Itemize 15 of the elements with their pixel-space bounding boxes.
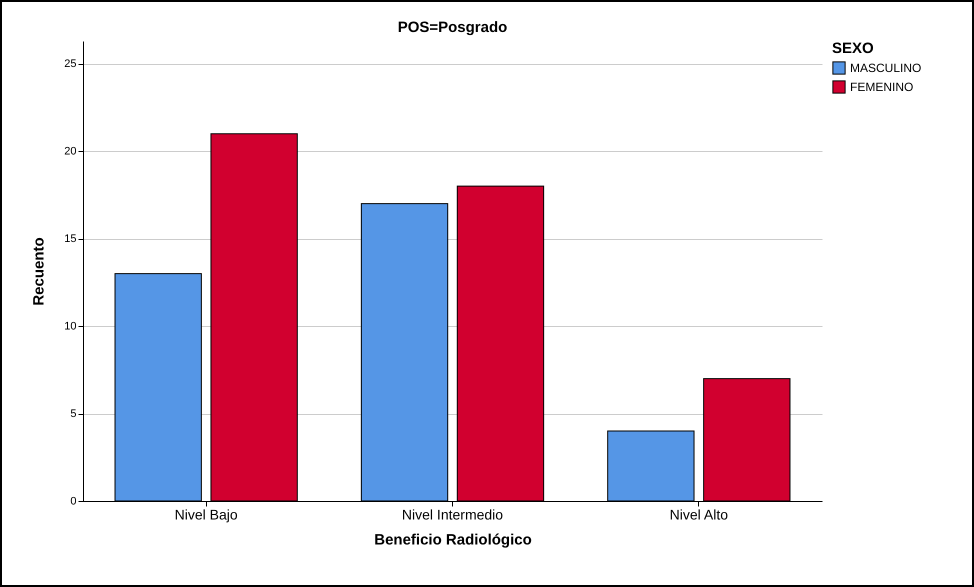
y-axis-title: Recuento (30, 237, 48, 306)
chart-title: POS=Posgrado (398, 19, 508, 36)
y-tick-label: 25 (64, 58, 76, 70)
y-tick-label: 10 (64, 320, 76, 333)
legend-title: SEXO (832, 40, 874, 57)
x-tick-label: Nivel Alto (670, 506, 728, 522)
x-axis-title: Beneficio Radiológico (374, 532, 532, 548)
x-tick-label: Nivel Bajo (174, 506, 238, 522)
y-tick-label: 20 (64, 146, 76, 158)
x-tick-label: Nivel Intermedio (402, 506, 504, 522)
legend-label: MASCULINO (850, 61, 922, 75)
legend-label: FEMENINO (850, 80, 914, 94)
y-tick-label: 15 (64, 233, 76, 246)
y-tick-label: 0 (70, 496, 76, 508)
y-tick-label: 5 (70, 408, 76, 420)
